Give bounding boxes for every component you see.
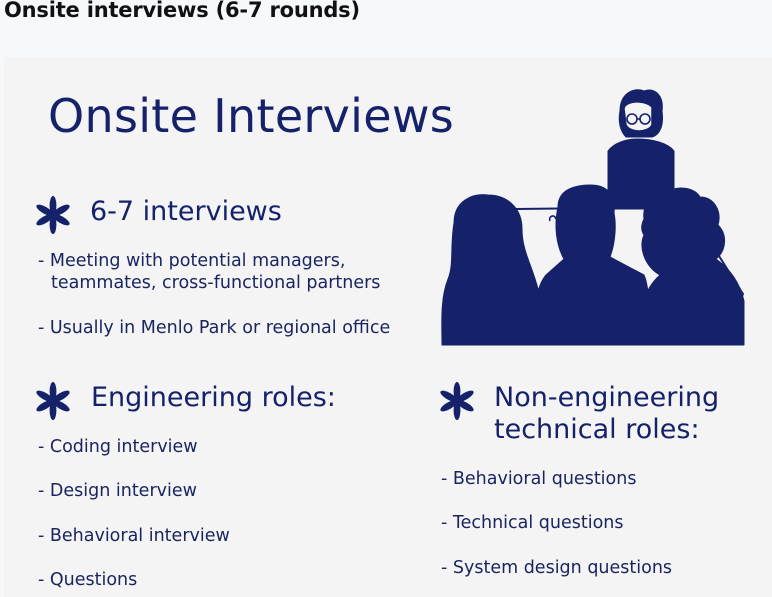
slide-title: Onsite Interviews xyxy=(48,89,455,143)
list-item: teammates, cross-functional partners xyxy=(51,273,381,293)
non-engineering-heading: Non-engineering technical roles: xyxy=(494,382,719,446)
page-header: Onsite interviews (6-7 rounds) xyxy=(0,0,772,30)
list-item: - Behavioral questions xyxy=(441,469,637,489)
asterisk-icon xyxy=(36,382,70,420)
list-item: - Coding interview xyxy=(38,437,198,457)
non-engineering-heading-line1: Non-engineering xyxy=(494,382,720,413)
page-heading: Onsite interviews (6-7 rounds) xyxy=(4,0,360,22)
interview-panel-illustration xyxy=(441,89,745,346)
list-item: - Technical questions xyxy=(441,513,624,533)
list-item: - Meeting with potential managers, xyxy=(38,251,346,271)
list-item: - Behavioral interview xyxy=(38,526,230,546)
interviews-heading: 6-7 interviews xyxy=(90,196,282,227)
list-item: - Design interview xyxy=(38,481,197,501)
list-item: - System design questions xyxy=(441,558,673,578)
list-item: - Questions xyxy=(38,570,138,590)
non-engineering-heading-line2: technical roles: xyxy=(494,414,700,445)
asterisk-icon xyxy=(36,196,70,234)
engineering-heading: Engineering roles: xyxy=(91,382,336,413)
list-item: - Usually in Menlo Park or regional offi… xyxy=(38,318,391,338)
asterisk-icon xyxy=(440,382,474,420)
slide: Onsite Interviews 6-7 interviews - Meeti… xyxy=(4,57,772,597)
